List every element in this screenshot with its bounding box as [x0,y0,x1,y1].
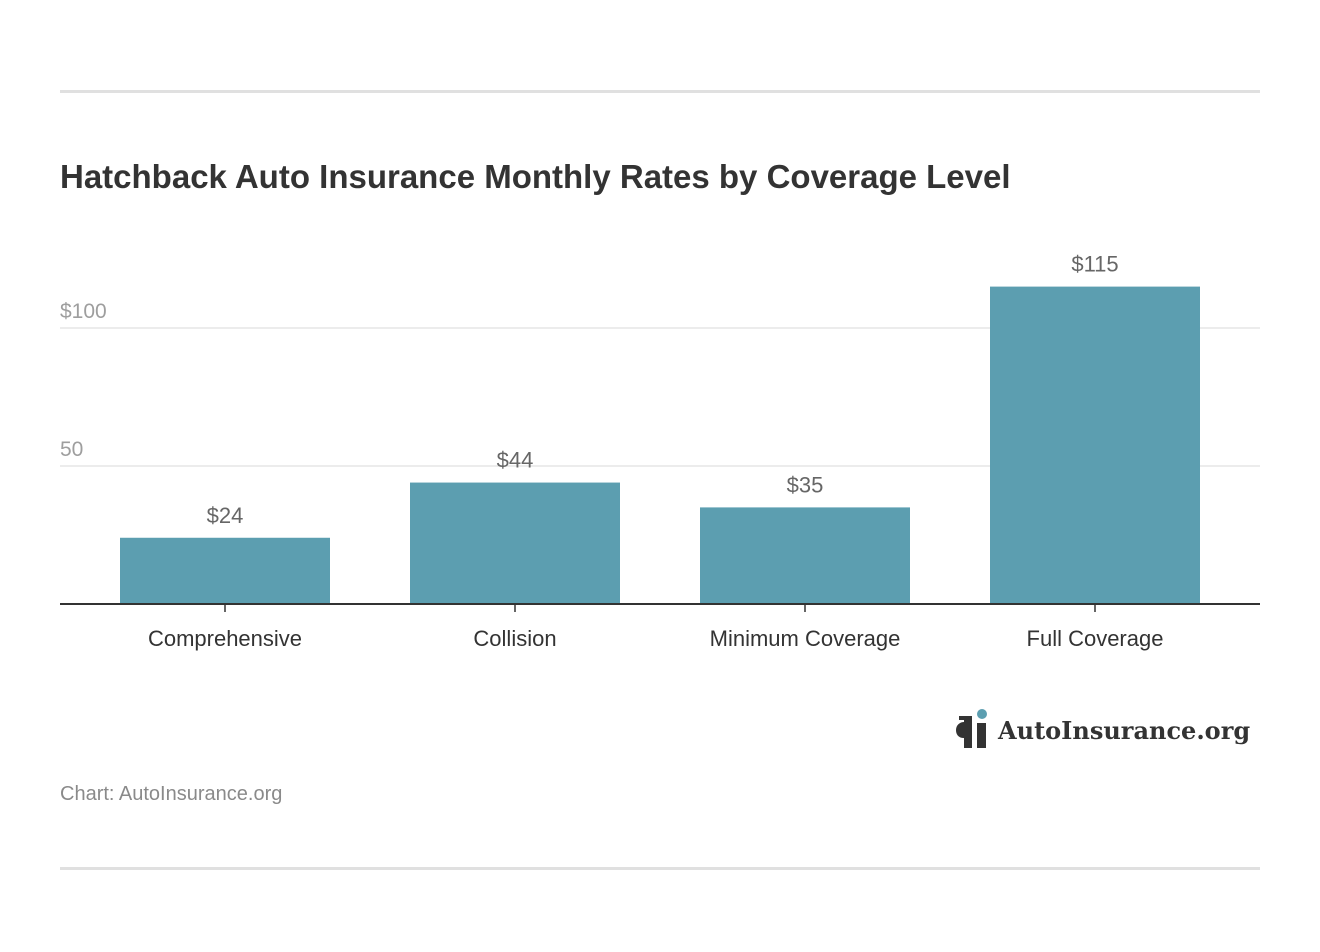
bar [700,507,910,604]
bar-value-label: $35 [787,472,824,497]
top-divider [60,90,1260,93]
bar [410,482,620,604]
bar-value-label: $44 [497,448,534,473]
bottom-divider [60,867,1260,870]
y-tick-label: 50 [60,438,83,461]
y-tick-label: $100 [60,300,107,323]
chart-title: Hatchback Auto Insurance Monthly Rates b… [60,158,1011,195]
logo-text: AutoInsurance.org [998,715,1251,745]
category-label: Comprehensive [148,626,302,651]
category-label: Collision [473,626,556,651]
autoinsurance-logo-icon [956,709,987,748]
bar-value-label: $115 [1071,252,1118,277]
bar-value-label: $24 [207,503,244,528]
category-label: Minimum Coverage [710,626,901,651]
chart-source: Chart: AutoInsurance.org [60,783,283,805]
category-label: Full Coverage [1027,626,1164,651]
brand-logo: AutoInsurance.org [956,708,1250,752]
bar [120,537,330,604]
bar [990,286,1200,604]
